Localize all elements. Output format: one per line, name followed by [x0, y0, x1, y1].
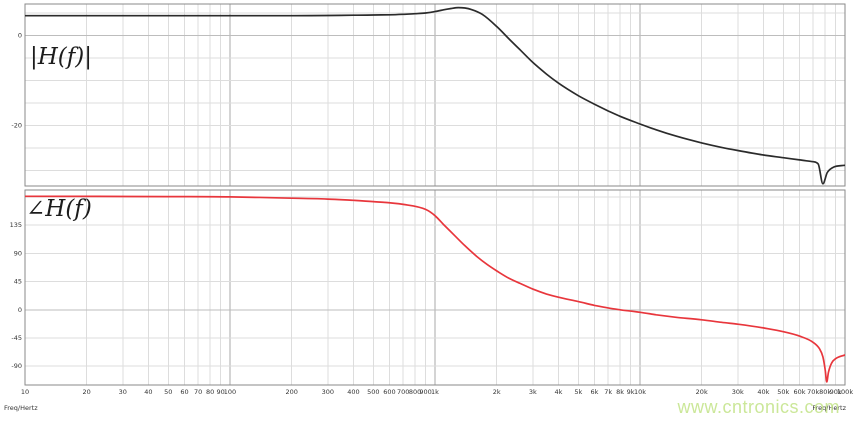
y-tick-label: 45	[14, 278, 22, 286]
x-tick-label: 40	[144, 388, 152, 396]
magnitude-title: |H(f)|	[30, 44, 92, 70]
x-axis-unit-right: Freq/Hertz	[812, 404, 846, 412]
x-tick-label: 600	[383, 388, 395, 396]
x-tick-label: 50	[164, 388, 172, 396]
magnitude-plot: 0 -20	[11, 3, 846, 187]
x-tick-label: 70k	[807, 388, 819, 396]
x-tick-label: 6k	[591, 388, 599, 396]
x-tick-label: 70	[194, 388, 202, 396]
x-tick-label: 90	[216, 388, 224, 396]
plot-frame	[24, 189, 846, 386]
x-tick-label: 60k	[793, 388, 805, 396]
x-tick-label: 200	[285, 388, 297, 396]
x-tick-label: 1k	[431, 388, 439, 396]
x-axis-tick-labels: 10 20 30 40 50 60 70 80 90 100 200 300 400 500 600 700 8…	[21, 388, 853, 396]
plot-frame	[24, 3, 846, 187]
magnitude_dB-curve	[25, 6, 845, 185]
x-tick-label: 10k	[634, 388, 646, 396]
x-tick-label: 4k	[554, 388, 562, 396]
y-tick-label: -45	[11, 334, 22, 342]
x-tick-label: 3k	[529, 388, 537, 396]
y-tick-label: 90	[14, 249, 22, 257]
x-tick-label: 80	[206, 388, 214, 396]
x-tick-label: 300	[322, 388, 334, 396]
x-tick-label: 700	[397, 388, 409, 396]
x-tick-label: 8k	[616, 388, 624, 396]
x-tick-label: 20	[83, 388, 91, 396]
watermark-text: www.cntronics.com	[676, 397, 840, 417]
y-tick-label: -20	[11, 121, 22, 129]
x-tick-label: 20k	[696, 388, 708, 396]
x-tick-label: 60	[180, 388, 188, 396]
y-tick-label: 0	[18, 306, 22, 314]
x-tick-label: 40k	[757, 388, 769, 396]
x-tick-label: 80k	[819, 388, 831, 396]
x-tick-label: 90k	[830, 388, 842, 396]
x-tick-label: 800	[409, 388, 421, 396]
x-tick-label: 500	[367, 388, 379, 396]
x-tick-label: 7k	[604, 388, 612, 396]
x-tick-label: 100k	[837, 388, 853, 396]
x-tick-label: 2k	[493, 388, 501, 396]
y-tick-label: 135	[10, 221, 22, 229]
y-tick-label: -90	[11, 362, 22, 370]
x-tick-label: 5k	[574, 388, 582, 396]
x-tick-label: 50k	[777, 388, 789, 396]
x-axis-unit-left: Freq/Hertz	[4, 404, 38, 412]
x-tick-label: 9k	[627, 388, 635, 396]
x-tick-label: 400	[347, 388, 359, 396]
x-tick-label: 10	[21, 388, 29, 396]
x-tick-label: 900	[419, 388, 431, 396]
phase-plot: 135 90 45 0 -45 -90	[10, 189, 846, 386]
x-tick-label: 30	[119, 388, 127, 396]
y-tick-label: 0	[18, 32, 22, 40]
phase-title: ∠H(f)	[26, 196, 92, 222]
x-tick-label: 30k	[732, 388, 744, 396]
phase_degrees-curve	[25, 195, 845, 383]
x-tick-label: 100	[224, 388, 236, 396]
